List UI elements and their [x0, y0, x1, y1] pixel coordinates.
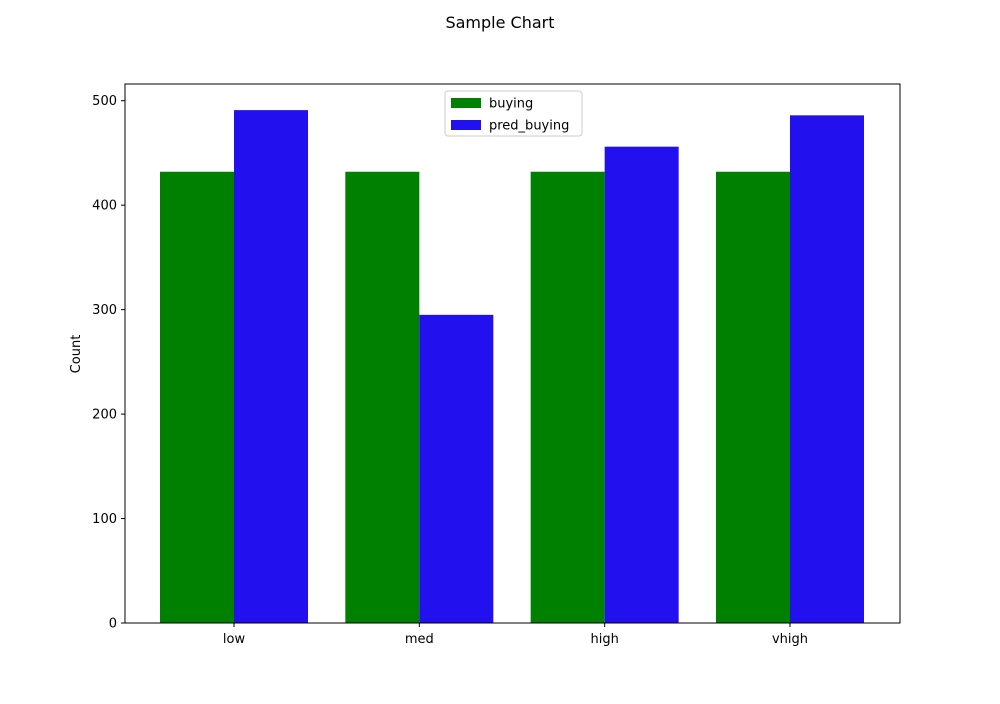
y-tick-label: 200 [92, 408, 117, 423]
bar-buying-vhigh [715, 171, 790, 623]
y-tick-label: 300 [92, 303, 117, 318]
y-tick-label: 100 [92, 512, 117, 527]
y-axis-label: Count [69, 335, 84, 374]
bar-buying-low [160, 171, 234, 623]
legend-swatch-buying [451, 98, 481, 108]
y-tick-label: 0 [109, 617, 117, 632]
bar-pred_buying-high [604, 146, 679, 623]
x-tick-label-low: low [223, 632, 246, 647]
bar-pred_buying-low [234, 110, 308, 624]
legend-label-pred_buying: pred_buying [489, 119, 569, 134]
bar-buying-high [530, 171, 605, 623]
x-tick-label-vhigh: vhigh [772, 632, 808, 647]
y-axis-ticks: 0 100 200 300 400 500 [92, 94, 125, 632]
legend-label-buying: buying [489, 97, 533, 112]
x-axis-ticks: low med high vhigh [223, 623, 808, 647]
y-tick-label: 400 [92, 199, 117, 214]
y-tick-label: 500 [92, 94, 117, 109]
legend-swatch-pred_buying [451, 120, 481, 130]
x-tick-label-high: high [590, 632, 618, 647]
x-tick-label-med: med [405, 632, 434, 647]
chart-title: Sample Chart [445, 13, 554, 32]
legend: buying pred_buying [444, 90, 583, 137]
plot-frame [124, 83, 901, 624]
bar-buying-med [345, 171, 420, 623]
bar-pred_buying-vhigh [789, 115, 864, 623]
bar-pred_buying-med [419, 314, 494, 623]
bars-layer [160, 110, 864, 624]
